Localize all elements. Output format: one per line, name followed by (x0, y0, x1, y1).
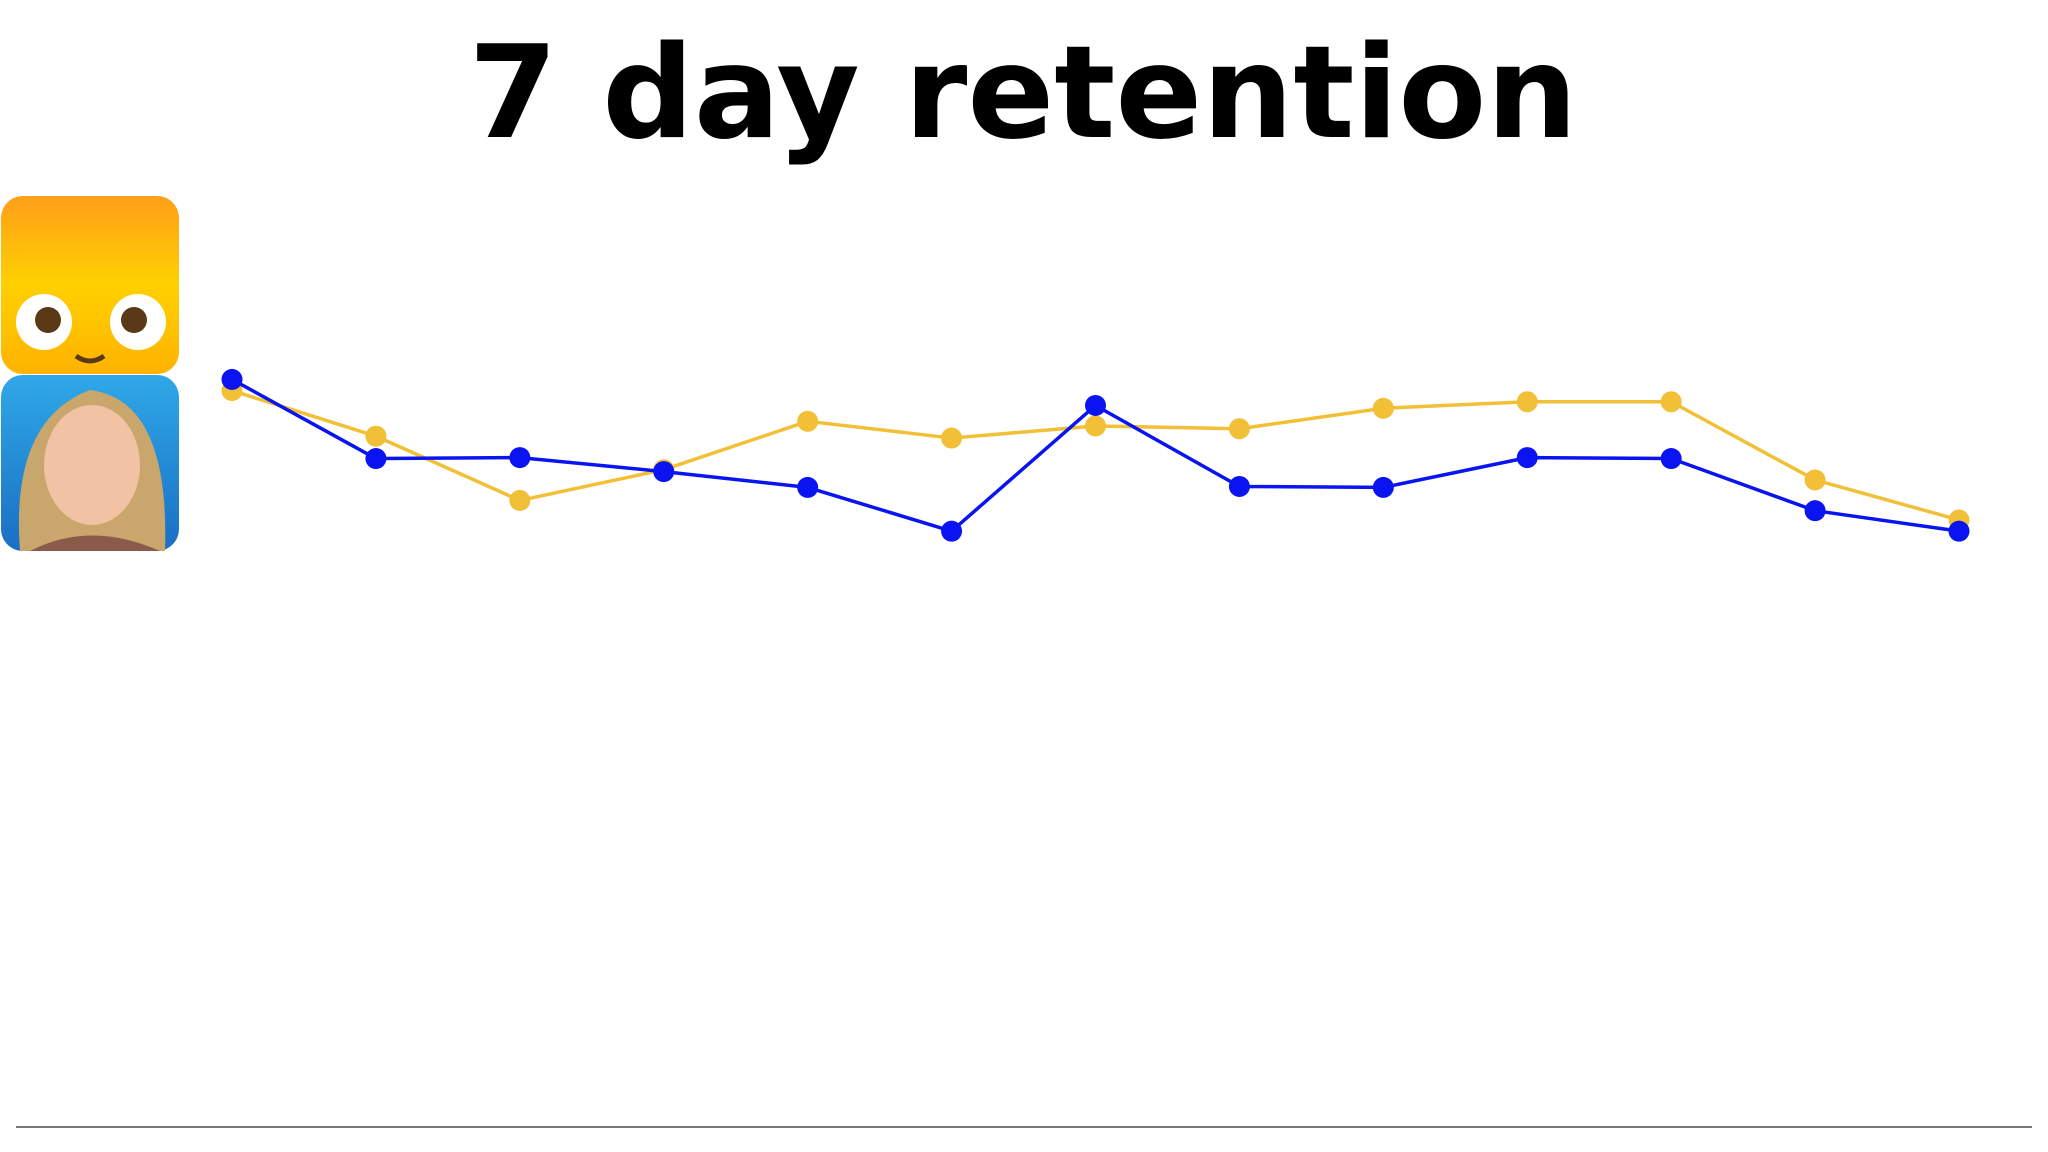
data-point (1085, 415, 1106, 437)
data-point (509, 447, 531, 469)
data-point (1228, 418, 1250, 440)
data-point (1804, 469, 1826, 491)
face (44, 405, 140, 525)
data-point (365, 448, 387, 470)
data-point (1660, 391, 1682, 413)
jelly-icon (1, 196, 179, 374)
data-point (1516, 447, 1538, 469)
data-point (1948, 520, 1970, 542)
pupil (35, 307, 61, 333)
data-point (1660, 448, 1682, 470)
data-point (797, 410, 819, 432)
data-point (1516, 391, 1538, 413)
pupil (121, 307, 147, 333)
collar (30, 535, 160, 551)
data-point (941, 520, 963, 542)
data-point (1085, 394, 1106, 416)
data-point (221, 368, 243, 390)
chart-title: 7 day retention (469, 19, 1578, 168)
data-point (1372, 476, 1394, 498)
data-point (1804, 500, 1826, 522)
data-point (797, 476, 819, 498)
legend-icons (1, 196, 179, 551)
data-point (941, 427, 963, 449)
mouth (74, 353, 106, 364)
data-point (653, 461, 675, 483)
data-point (365, 425, 387, 447)
data-point (1228, 475, 1250, 497)
data-point (509, 489, 531, 511)
data-point (1372, 397, 1394, 419)
